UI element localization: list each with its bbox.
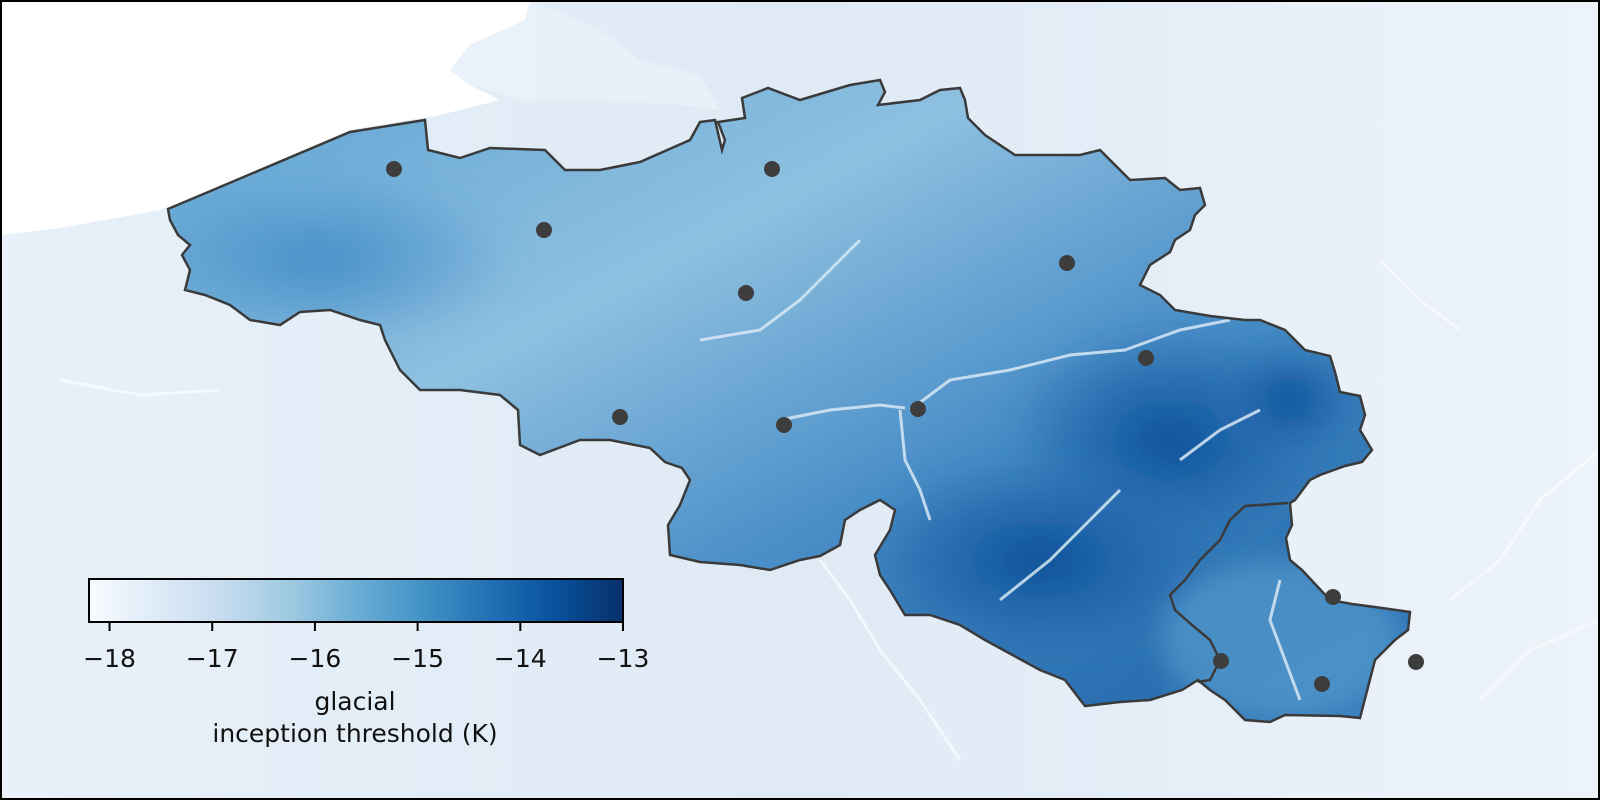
coastal-shallows <box>450 0 720 110</box>
station-marker <box>738 285 754 301</box>
colorbar-bar <box>88 578 624 623</box>
station-marker <box>1325 589 1341 605</box>
belgium-border <box>166 78 1412 724</box>
colorbar: −18 −17 −16 −15 −14 −13 glacial inception thr… <box>83 578 649 748</box>
station-marker <box>536 222 552 238</box>
colorbar-tick-label: −13 <box>597 644 650 673</box>
colorbar-tick-labels: −18 −17 −16 −15 −14 −13 <box>83 644 649 673</box>
station-marker <box>1408 654 1424 670</box>
station-markers <box>386 161 1424 692</box>
station-marker <box>612 409 628 425</box>
station-marker <box>910 401 926 417</box>
station-marker <box>764 161 780 177</box>
colorbar-label-line1: glacial <box>314 687 395 716</box>
colorbar-tick-label: −17 <box>186 644 239 673</box>
colorbar-tick-label: −16 <box>289 644 342 673</box>
station-marker <box>1213 653 1229 669</box>
colorbar-label-line2: inception threshold (K) <box>212 719 497 748</box>
station-marker <box>776 417 792 433</box>
colorbar-ticks <box>108 622 624 631</box>
sea-area <box>0 0 530 235</box>
station-marker <box>1138 350 1154 366</box>
station-marker <box>1314 676 1330 692</box>
colorbar-tick-label: −18 <box>83 644 136 673</box>
colorbar-tick-label: −15 <box>391 644 444 673</box>
station-marker <box>1059 255 1075 271</box>
relief-streaks <box>59 258 1600 761</box>
station-marker <box>386 161 402 177</box>
colorbar-tick-label: −14 <box>494 644 547 673</box>
